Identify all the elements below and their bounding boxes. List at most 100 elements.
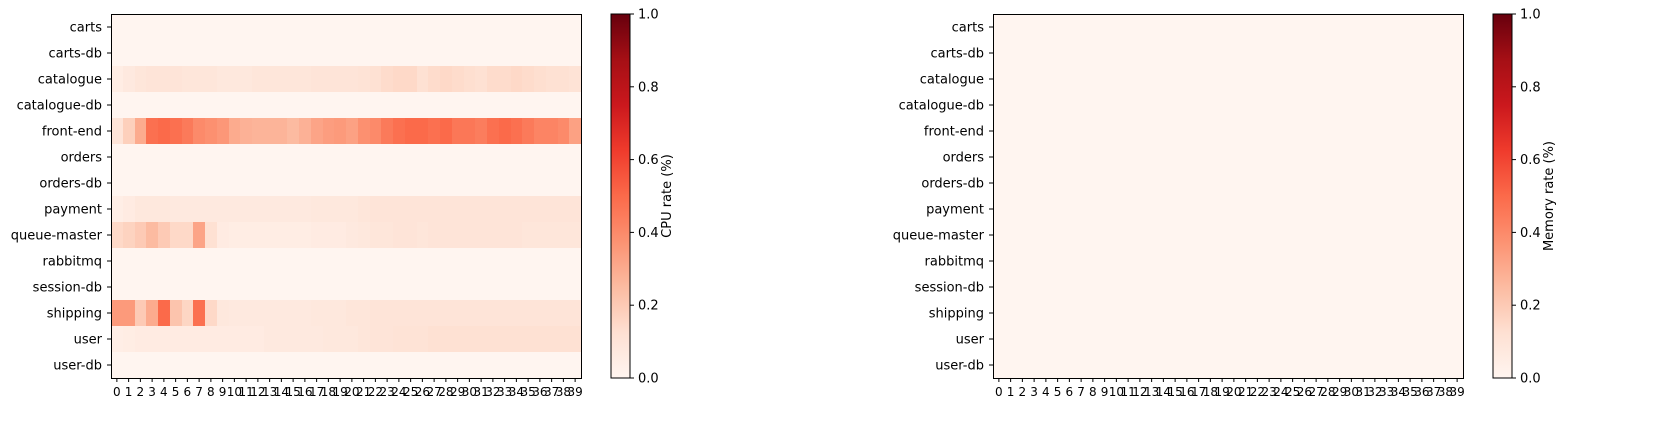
heatmap-cell (1146, 66, 1158, 92)
heatmap-cell (1299, 222, 1310, 248)
heatmap-cell (1334, 40, 1346, 66)
heatmap-cell (252, 222, 264, 248)
y-tick-label: carts (952, 21, 985, 36)
heatmap-cell (1369, 14, 1381, 40)
heatmap-cell (287, 352, 299, 378)
heatmap-cell (452, 326, 464, 352)
heatmap-cell (1240, 274, 1252, 300)
heatmap-cell (311, 326, 323, 352)
heatmap-cell (240, 274, 252, 300)
y-tick-label: front-end (924, 125, 984, 140)
heatmap-cell (1287, 144, 1299, 170)
heatmap-cell (1158, 40, 1169, 66)
heatmap-cell (170, 196, 182, 222)
heatmap-cell (1040, 222, 1052, 248)
x-tick-label: 10 (227, 385, 242, 399)
heatmap-cell (264, 274, 276, 300)
heatmap-cell (182, 40, 193, 66)
heatmap-cell (1240, 66, 1252, 92)
heatmap-cell (311, 248, 323, 274)
heatmap-cell (1205, 326, 1216, 352)
heatmap-cell (1428, 144, 1440, 170)
heatmap-cell (170, 14, 182, 40)
heatmap-cell (534, 326, 546, 352)
heatmap-cell (1052, 222, 1064, 248)
heatmap-cell (511, 274, 522, 300)
heatmap-cell (193, 144, 205, 170)
colorbar-label: Memory rate (%) (1542, 141, 1557, 251)
heatmap-cell (1064, 118, 1075, 144)
heatmap-cell (1263, 222, 1275, 248)
heatmap-cell (111, 196, 123, 222)
heatmap-cell (1322, 40, 1334, 66)
heatmap-cell (1275, 326, 1287, 352)
heatmap-cell (475, 14, 487, 40)
heatmap-cell (1240, 222, 1252, 248)
heatmap-cell (299, 352, 311, 378)
heatmap-cell (264, 326, 276, 352)
heatmap-cell (1099, 326, 1111, 352)
heatmap-cell (1451, 326, 1463, 352)
heatmap-cell (1228, 144, 1240, 170)
heatmap-cell (135, 352, 146, 378)
heatmap-cell (1040, 40, 1052, 66)
heatmap-cell (323, 196, 334, 222)
heatmap-cell (1310, 144, 1322, 170)
heatmap-cell (170, 222, 182, 248)
heatmap-cell (1216, 326, 1228, 352)
heatmap-cell (170, 274, 182, 300)
x-tick-label: 5 (1054, 385, 1062, 399)
heatmap-cell (452, 144, 464, 170)
heatmap-cell (475, 66, 487, 92)
y-tick-label: rabbitmq (925, 255, 984, 270)
heatmap-cell (1299, 300, 1310, 326)
heatmap-cell (205, 300, 217, 326)
heatmap-cell (1111, 118, 1122, 144)
heatmap-cell (1017, 248, 1028, 274)
heatmap-cell (252, 92, 264, 118)
heatmap-cell (1028, 40, 1040, 66)
heatmap-cell (1005, 196, 1017, 222)
heatmap-cell (334, 300, 346, 326)
heatmap-cell (1193, 40, 1205, 66)
heatmap-cell (264, 248, 276, 274)
y-tick-label: orders-db (921, 177, 984, 192)
heatmap-cell (146, 352, 158, 378)
heatmap-cell (193, 274, 205, 300)
heatmap-cell (111, 170, 123, 196)
heatmap-cell (1052, 66, 1064, 92)
heatmap-cell (276, 274, 287, 300)
heatmap-cell (229, 300, 240, 326)
colorbar (1492, 13, 1513, 379)
heatmap-cell (1181, 40, 1193, 66)
heatmap-cell (1122, 196, 1134, 222)
heatmap-cell (1205, 118, 1216, 144)
x-tick-label: 28 (438, 385, 453, 399)
heatmap-cell (287, 274, 299, 300)
heatmap-cell (1005, 300, 1017, 326)
cpu-heatmap-panel: carts carts-db catalogue catalogue-db front-… (11, 8, 675, 400)
heatmap-cell (1087, 118, 1099, 144)
heatmap-cell (170, 300, 182, 326)
heatmap-cell (370, 352, 381, 378)
heatmap-cell (1451, 144, 1463, 170)
heatmap-cell (1040, 274, 1052, 300)
heatmap-cell (170, 326, 182, 352)
heatmap-cell (558, 66, 569, 92)
heatmap-cell (299, 40, 311, 66)
heatmap-cell (1381, 170, 1393, 196)
heatmap-cell (1134, 196, 1146, 222)
heatmap-cell (1193, 196, 1205, 222)
heatmap-cell (1428, 352, 1440, 378)
heatmap-cell (452, 274, 464, 300)
heatmap-cell (1052, 326, 1064, 352)
heatmap-cell (1205, 40, 1216, 66)
x-tick-label: 22 (368, 385, 383, 399)
heatmap-cell (1287, 326, 1299, 352)
heatmap-cell (1075, 196, 1087, 222)
heatmap-cell (1134, 248, 1146, 274)
heatmap-cell (1146, 352, 1158, 378)
heatmap-cell (287, 300, 299, 326)
x-tick-label: 20 (1226, 385, 1241, 399)
heatmap-cell (440, 118, 452, 144)
